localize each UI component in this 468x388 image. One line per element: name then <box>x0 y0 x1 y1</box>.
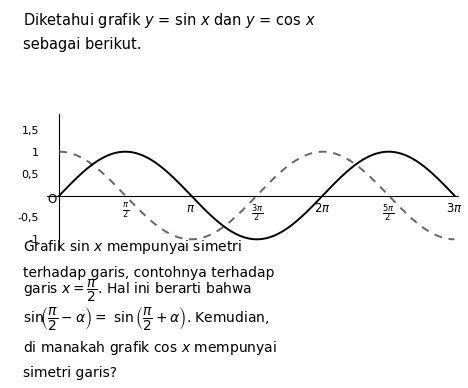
Text: $\frac{\pi}{2}$: $\frac{\pi}{2}$ <box>122 202 129 221</box>
Text: garis $x = \dfrac{\pi}{2}$. Hal ini berarti bahwa: garis $x = \dfrac{\pi}{2}$. Hal ini bera… <box>23 278 252 304</box>
Text: terhadap garis, contohnya terhadap: terhadap garis, contohnya terhadap <box>23 266 275 280</box>
Text: $3\pi$: $3\pi$ <box>446 202 463 215</box>
Text: di manakah grafik cos $x$ mempunyai: di manakah grafik cos $x$ mempunyai <box>23 339 278 357</box>
Text: sin$\!\left(\dfrac{\pi}{2} - \alpha\right) = $ sin $\!\left(\dfrac{\pi}{2} + \al: sin$\!\left(\dfrac{\pi}{2} - \alpha\righ… <box>23 305 270 332</box>
Text: $2\pi$: $2\pi$ <box>314 202 331 215</box>
Text: $\frac{5\pi}{2}$: $\frac{5\pi}{2}$ <box>382 202 395 224</box>
Text: simetri garis?: simetri garis? <box>23 366 117 380</box>
Text: O: O <box>47 192 57 206</box>
Text: $\pi$: $\pi$ <box>186 202 196 215</box>
Text: Diketahui grafik $y$ = sin $x$ dan $y$ = cos $x$
sebagai berikut.: Diketahui grafik $y$ = sin $x$ dan $y$ =… <box>23 11 316 52</box>
Text: Grafik sin $x$ mempunyai simetri: Grafik sin $x$ mempunyai simetri <box>23 238 242 256</box>
Text: $\frac{3\pi}{2}$: $\frac{3\pi}{2}$ <box>251 202 263 224</box>
